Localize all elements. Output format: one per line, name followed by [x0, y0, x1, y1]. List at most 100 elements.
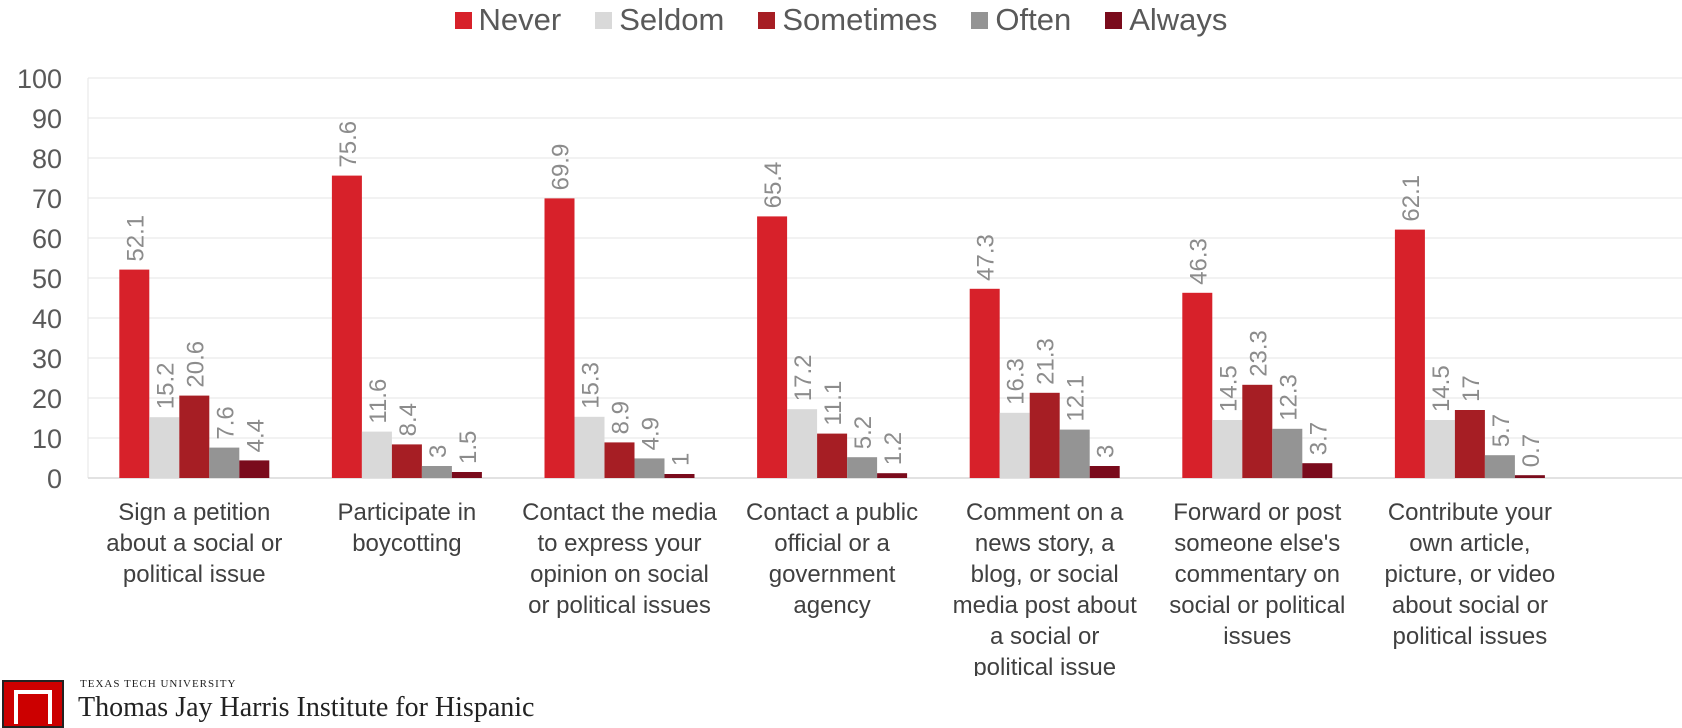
- x-category-label-line: social or political: [1169, 592, 1345, 619]
- bar-sometimes: [179, 395, 210, 478]
- x-category-label-line: Contribute your: [1388, 499, 1552, 526]
- data-label: 3: [425, 445, 452, 458]
- legend-swatch: [1105, 11, 1123, 29]
- bar-seldom: [787, 409, 818, 478]
- bar-sometimes: [817, 433, 848, 478]
- bar-never: [331, 175, 362, 478]
- x-category-label-line: political issue: [123, 561, 266, 588]
- data-label: 0.7: [1518, 434, 1545, 467]
- y-tick-label: 20: [32, 384, 62, 414]
- x-category-label-line: commentary on: [1175, 561, 1340, 588]
- bar-sometimes: [604, 442, 635, 478]
- bar-often: [634, 458, 665, 478]
- bar-sometimes: [1454, 410, 1485, 478]
- bar-never: [544, 198, 575, 478]
- bar-sometimes: [1029, 392, 1060, 478]
- bar-seldom: [1212, 420, 1243, 478]
- x-category-label: Contact the media to express your opinion …: [522, 499, 717, 619]
- x-category-label-line: issues: [1223, 623, 1291, 650]
- x-category-label: Comment on a news story, a blog, or social…: [953, 499, 1137, 676]
- institute-logo: TEXAS TECH UNIVERSITY Thomas Jay Harris …: [0, 676, 700, 728]
- legend-item-always: Always: [1105, 2, 1227, 38]
- x-category-label-line: Sign a petition: [118, 499, 270, 526]
- bar-often: [1059, 429, 1090, 478]
- legend-item-sometimes: Sometimes: [758, 2, 937, 38]
- x-category-label-line: about social or: [1392, 592, 1548, 619]
- data-label: 16.3: [1003, 358, 1030, 405]
- data-label: 4.9: [638, 417, 665, 450]
- bar-always: [1302, 463, 1333, 478]
- data-label: 7.6: [212, 406, 239, 439]
- data-label: 4.4: [242, 419, 269, 452]
- x-category-label-line: to express your: [537, 530, 701, 557]
- data-label: 12.3: [1275, 374, 1302, 421]
- data-label: 65.4: [760, 162, 787, 209]
- x-category-label-line: picture, or video: [1385, 561, 1556, 588]
- bar-always: [239, 460, 270, 478]
- x-category-label-line: opinion on social: [530, 561, 709, 588]
- data-label: 14.5: [1428, 365, 1455, 412]
- data-label: 14.5: [1215, 365, 1242, 412]
- y-tick-label: 70: [32, 184, 62, 214]
- bar-always: [877, 473, 908, 478]
- y-tick-label: 0: [47, 464, 62, 494]
- x-category-label: Sign a petition about a social or politica…: [106, 499, 282, 588]
- bar-never: [969, 288, 1000, 478]
- data-label: 11.6: [365, 379, 392, 424]
- data-label: 11.1: [820, 381, 847, 426]
- x-category-label: Participate in boycotting: [338, 499, 477, 557]
- x-category-label-line: news story, a: [975, 530, 1115, 557]
- y-tick-label: 10: [32, 424, 62, 454]
- legend-label: Always: [1129, 2, 1228, 37]
- data-label: 17.2: [790, 354, 817, 401]
- x-category-label-line: Forward or post: [1173, 499, 1341, 526]
- legend-label: Never: [478, 2, 562, 37]
- double-t-logo-icon: [2, 680, 64, 728]
- x-category-label-line: media post about: [953, 592, 1137, 619]
- bar-seldom: [1424, 420, 1455, 478]
- bar-never: [1394, 229, 1425, 478]
- bar-seldom: [149, 417, 180, 478]
- data-label: 62.1: [1398, 175, 1425, 222]
- data-label: 1.5: [455, 431, 482, 464]
- data-label: 15.3: [578, 362, 605, 409]
- data-label: 21.3: [1033, 338, 1060, 385]
- x-category-label: Forward or post someone else's commentary …: [1169, 499, 1345, 650]
- data-label: 52.1: [122, 215, 149, 262]
- bar-seldom: [999, 412, 1030, 478]
- legend-label: Sometimes: [782, 2, 938, 37]
- logo-university-text: TEXAS TECH UNIVERSITY: [80, 678, 237, 690]
- x-category-label-line: a social or: [990, 623, 1099, 650]
- data-label: 46.3: [1185, 238, 1212, 285]
- x-category-label-line: political issues: [1393, 623, 1548, 650]
- legend-label: Seldom: [619, 2, 725, 37]
- data-label: 15.2: [152, 362, 179, 409]
- bar-never: [757, 216, 788, 478]
- legend-swatch: [971, 11, 989, 29]
- data-label: 5.7: [1488, 414, 1515, 447]
- data-label: 1.2: [880, 432, 907, 465]
- bar-sometimes: [1242, 384, 1273, 478]
- data-label: 5.2: [850, 416, 877, 449]
- legend-item-never: Never: [454, 2, 562, 38]
- x-category-label-line: own article,: [1409, 530, 1530, 557]
- x-category-label-line: boycotting: [352, 530, 461, 557]
- y-tick-label: 30: [32, 344, 62, 374]
- data-label: 17: [1458, 375, 1485, 402]
- x-category-label: Contact a public official or a government a…: [746, 499, 918, 619]
- y-tick-label: 40: [32, 304, 62, 334]
- bar-always: [1089, 466, 1120, 478]
- bar-often: [847, 457, 878, 478]
- data-label: 8.9: [608, 401, 635, 434]
- y-tick-label: 90: [32, 104, 62, 134]
- bar-never: [119, 269, 150, 478]
- data-label: 47.3: [973, 234, 1000, 281]
- x-category-label-line: government: [769, 561, 896, 588]
- data-label: 23.3: [1245, 330, 1272, 377]
- x-category-label-line: Contact the media: [522, 499, 717, 526]
- legend-swatch: [758, 11, 776, 29]
- y-tick-label: 100: [17, 64, 62, 94]
- data-label: 8.4: [395, 403, 422, 436]
- bar-never: [1182, 292, 1213, 478]
